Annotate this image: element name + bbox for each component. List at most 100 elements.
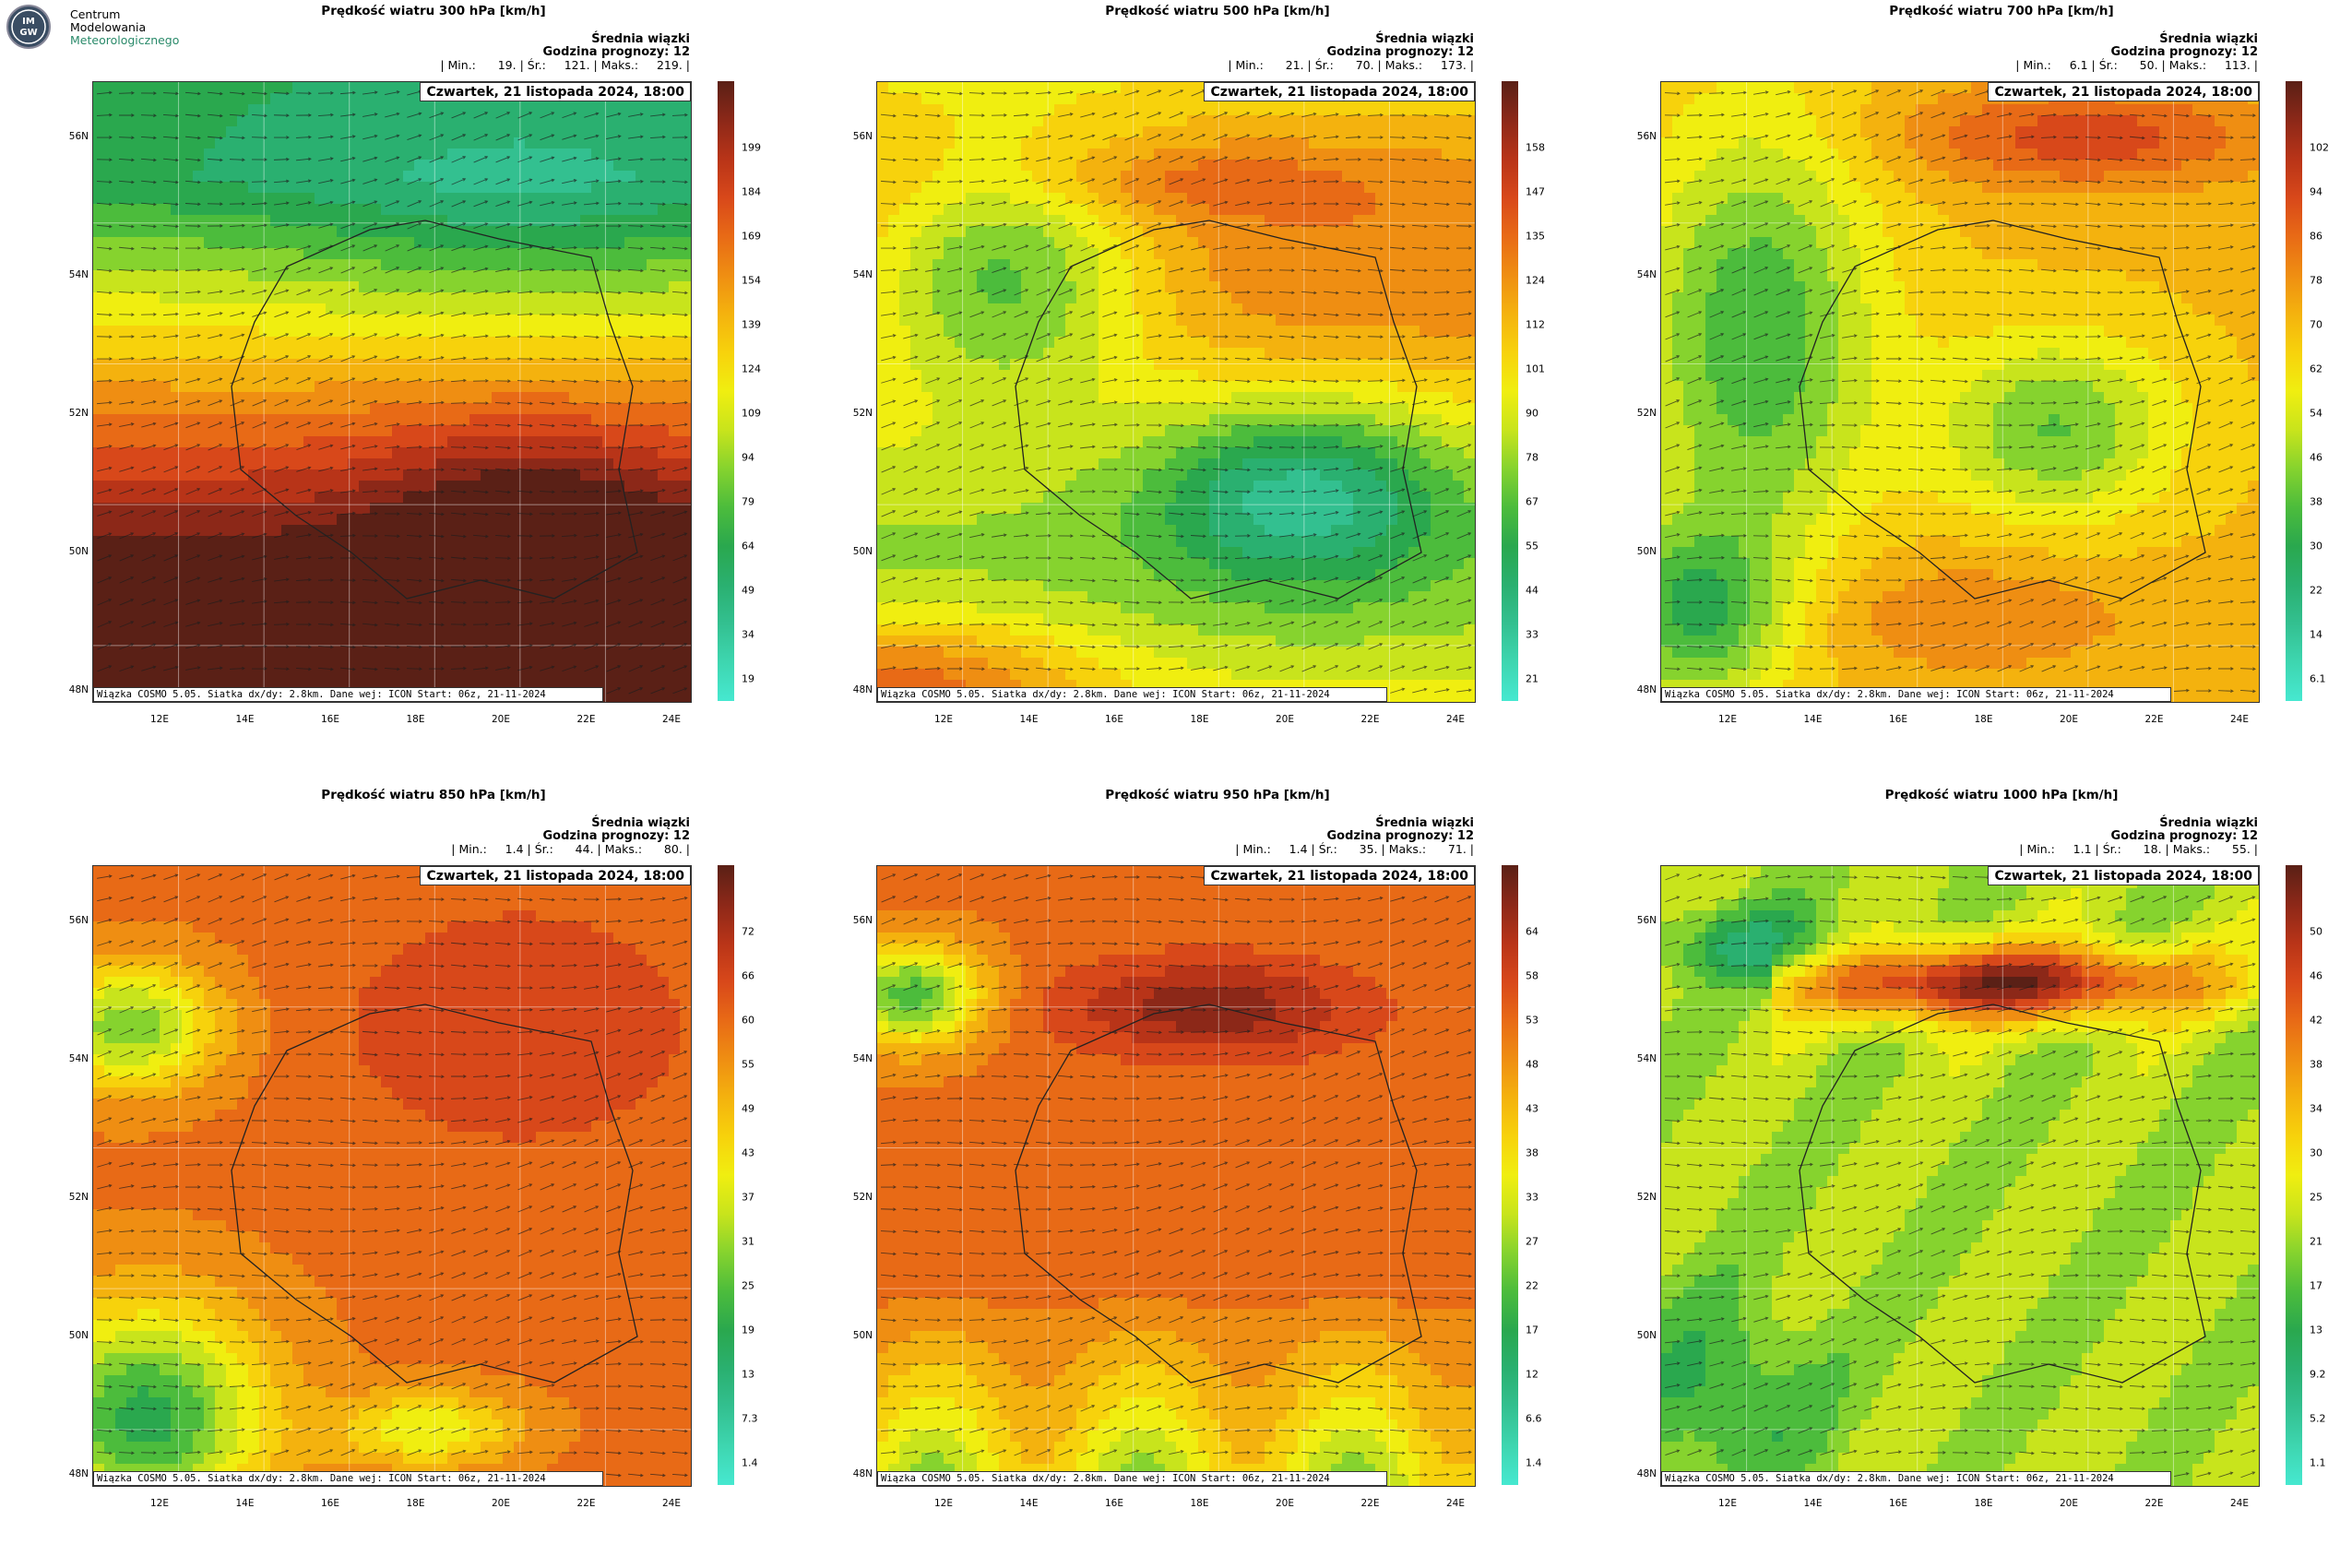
lon-label: 24E xyxy=(662,1498,681,1509)
scale-tick: 6.6 xyxy=(1526,1413,1542,1425)
panel-info: Średnia wiązki Godzina prognozy: 12 | Min.… xyxy=(451,817,690,856)
panel-title: Prędkość wiatru 1000 hPa [km/h] xyxy=(1854,788,2149,802)
scale-tick: 64 xyxy=(1526,926,1538,938)
lon-label: 16E xyxy=(1889,714,1907,725)
lat-label: 48N xyxy=(843,1468,873,1479)
lon-label: 18E xyxy=(1191,1498,1209,1509)
ensemble-label: Średnia wiązki xyxy=(440,33,690,46)
lon-label: 24E xyxy=(662,714,681,725)
stats-line: | Min.: 6.1 | Śr.: 50. | Maks.: 113. | xyxy=(2015,59,2258,72)
lon-label: 12E xyxy=(1718,1498,1737,1509)
lon-label: 14E xyxy=(1020,1498,1039,1509)
color-scale: 50 46 42 38 34 30 25 21 17 13 9.2 5.2 1.1 xyxy=(2286,865,2326,1485)
wind-speed-field xyxy=(1661,866,2259,1486)
lat-label: 56N xyxy=(1627,131,1657,142)
lon-label: 12E xyxy=(150,1498,169,1509)
ensemble-label: Średnia wiązki xyxy=(1228,33,1474,46)
scale-tick: 199 xyxy=(742,142,761,154)
scale-tick: 17 xyxy=(1526,1324,1538,1336)
scale-tick: 1.1 xyxy=(2310,1457,2326,1469)
wind-panel: Prędkość wiatru 300 hPa [km/h] Średnia wi… xyxy=(0,0,784,784)
scale-tick: 12 xyxy=(1526,1369,1538,1381)
scale-tick: 90 xyxy=(1526,408,1538,420)
scale-tick: 38 xyxy=(1526,1147,1538,1159)
model-footer: Wiązka COSMO 5.05. Siatka dx/dy: 2.8km. … xyxy=(1661,1471,2171,1486)
wind-speed-field xyxy=(93,82,691,702)
lat-label: 48N xyxy=(59,684,89,695)
scale-tick: 101 xyxy=(1526,363,1545,375)
wind-map: Czwartek, 21 listopada 2024, 18:00 Wiązka… xyxy=(876,81,1476,703)
wind-map: Czwartek, 21 listopada 2024, 18:00 Wiązka… xyxy=(92,81,692,703)
scale-tick: 49 xyxy=(742,585,754,597)
scale-tick: 64 xyxy=(742,540,754,552)
svg-text:GW: GW xyxy=(19,28,37,38)
scale-tick: 14 xyxy=(2310,629,2322,641)
stats-line: | Min.: 1.4 | Śr.: 35. | Maks.: 71. | xyxy=(1235,843,1474,856)
lat-label: 50N xyxy=(843,546,873,557)
scale-tick: 86 xyxy=(2310,231,2322,243)
lat-label: 54N xyxy=(1627,1053,1657,1064)
panel-info: Średnia wiązki Godzina prognozy: 12 | Min.… xyxy=(2015,33,2258,72)
lon-label: 18E xyxy=(1191,714,1209,725)
lat-label: 50N xyxy=(843,1330,873,1341)
lat-label: 48N xyxy=(843,684,873,695)
country-border xyxy=(231,220,638,600)
lon-label: 22E xyxy=(577,714,596,725)
lon-label: 16E xyxy=(1105,714,1123,725)
date-label: Czwartek, 21 listopada 2024, 18:00 xyxy=(420,82,691,101)
scale-tick: 33 xyxy=(1526,629,1538,641)
wind-speed-field xyxy=(877,82,1475,702)
lon-label: 12E xyxy=(1718,714,1737,725)
forecast-hour: Godzina prognozy: 12 xyxy=(2019,830,2258,843)
lon-label: 16E xyxy=(321,1498,339,1509)
panel-title: Prędkość wiatru 300 hPa [km/h] xyxy=(286,4,581,18)
panel-info: Średnia wiązki Godzina prognozy: 12 | Min.… xyxy=(1228,33,1474,72)
stats-line: | Min.: 1.1 | Śr.: 18. | Maks.: 55. | xyxy=(2019,843,2258,856)
scale-tick: 62 xyxy=(2310,363,2322,375)
lon-label: 18E xyxy=(1975,1498,1993,1509)
lat-label: 50N xyxy=(1627,1330,1657,1341)
scale-tick: 79 xyxy=(742,496,754,508)
lat-label: 48N xyxy=(1627,684,1657,695)
lat-label: 54N xyxy=(59,269,89,280)
model-footer: Wiązka COSMO 5.05. Siatka dx/dy: 2.8km. … xyxy=(1661,687,2171,702)
date-label: Czwartek, 21 listopada 2024, 18:00 xyxy=(1988,866,2259,885)
scale-tick: 158 xyxy=(1526,142,1545,154)
lat-label: 52N xyxy=(843,408,873,419)
scale-tick: 30 xyxy=(2310,540,2322,552)
lon-label: 16E xyxy=(321,714,339,725)
lon-label: 18E xyxy=(407,1498,425,1509)
lat-label: 52N xyxy=(1627,1192,1657,1203)
scale-tick: 21 xyxy=(1526,673,1538,685)
scale-tick: 70 xyxy=(2310,319,2322,331)
lon-label: 20E xyxy=(2060,714,2078,725)
ensemble-label: Średnia wiązki xyxy=(2019,817,2258,830)
scale-tick: 60 xyxy=(742,1015,754,1027)
scale-tick: 109 xyxy=(742,408,761,420)
lon-label: 12E xyxy=(934,1498,953,1509)
scale-tick: 7.3 xyxy=(742,1413,758,1425)
lon-label: 22E xyxy=(1361,1498,1380,1509)
wind-map: Czwartek, 21 listopada 2024, 18:00 Wiązka… xyxy=(1660,81,2260,703)
scale-tick: 147 xyxy=(1526,186,1545,198)
scale-tick: 27 xyxy=(1526,1236,1538,1248)
ensemble-label: Średnia wiązki xyxy=(1235,817,1474,830)
scale-tick: 38 xyxy=(2310,496,2322,508)
wind-vectors xyxy=(880,89,1472,695)
lon-label: 16E xyxy=(1889,1498,1907,1509)
color-scale: 102 94 86 78 70 62 54 46 38 30 22 14 6.1 xyxy=(2286,81,2329,701)
imgw-logo: IM GW Centrum Modelowania Meteorologiczn… xyxy=(6,4,190,50)
scale-tick: 1.4 xyxy=(742,1457,758,1469)
color-scale: 199 184 169 154 139 124 109 94 79 64 49 34 19 xyxy=(718,81,761,701)
lat-label: 50N xyxy=(59,1330,89,1341)
panel-title: Prędkość wiatru 700 hPa [km/h] xyxy=(1854,4,2149,18)
scale-tick: 19 xyxy=(742,1324,754,1336)
lon-label: 24E xyxy=(1446,1498,1465,1509)
color-scale: 64 58 53 48 43 38 33 27 22 17 12 6.6 1.4 xyxy=(1502,865,1542,1485)
wind-vectors xyxy=(1664,873,2256,1479)
lat-label: 54N xyxy=(59,1053,89,1064)
lat-label: 56N xyxy=(1627,915,1657,926)
scale-tick: 78 xyxy=(2310,275,2322,287)
wind-panel: Prędkość wiatru 950 hPa [km/h] Średnia wi… xyxy=(784,784,1568,1568)
lat-label: 56N xyxy=(59,915,89,926)
